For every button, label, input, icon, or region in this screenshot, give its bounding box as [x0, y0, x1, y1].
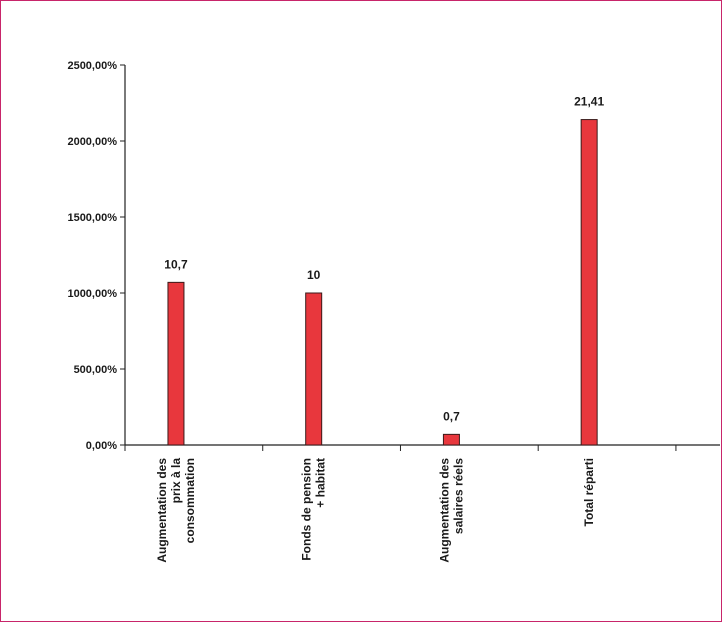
category-label-line: consommation: [183, 458, 197, 543]
y-tick-label: 1000,00%: [67, 288, 117, 300]
data-labels: 10,7 10 0,7 21,41: [164, 95, 604, 424]
y-tick-label: 0,00%: [86, 440, 117, 452]
category-label-line: Fonds de pension: [300, 458, 314, 561]
bar: [167, 281, 185, 446]
category-label-line: + habitat: [314, 458, 328, 508]
category-label-line: Augmentation des: [155, 458, 169, 563]
category-label-line: Augmentation des: [437, 458, 451, 563]
category-label-line: salaires réels: [451, 458, 465, 534]
bar: [580, 119, 598, 446]
category-label: Augmentation des salaires réels: [437, 458, 465, 563]
data-label: 0,7: [443, 409, 460, 423]
category-label: Fonds de pension + habitat: [300, 458, 328, 561]
chart-axes: [124, 65, 720, 451]
y-tick-label: 2500,00%: [67, 60, 117, 72]
category-label-line: prix à la: [169, 458, 183, 504]
data-label: 10,7: [164, 257, 188, 271]
data-label: 21,41: [574, 95, 604, 109]
data-label: 10: [307, 268, 321, 282]
y-axis-ticks: 0,00% 500,00% 1000,00% 1500,00% 2000,00% 2500…: [67, 60, 125, 452]
bars: [167, 119, 598, 446]
y-tick-label: 2000,00%: [67, 136, 117, 148]
category-label: Augmentation des prix à la consommation: [155, 458, 197, 563]
category-labels: Augmentation des prix à la consommation Fon…: [155, 458, 596, 563]
category-label-line: Total réparti: [582, 458, 596, 526]
bar: [442, 433, 460, 446]
bar: [305, 292, 323, 446]
y-tick-label: 500,00%: [74, 364, 118, 376]
category-label: Total réparti: [582, 458, 596, 526]
y-tick-label: 1500,00%: [67, 212, 117, 224]
